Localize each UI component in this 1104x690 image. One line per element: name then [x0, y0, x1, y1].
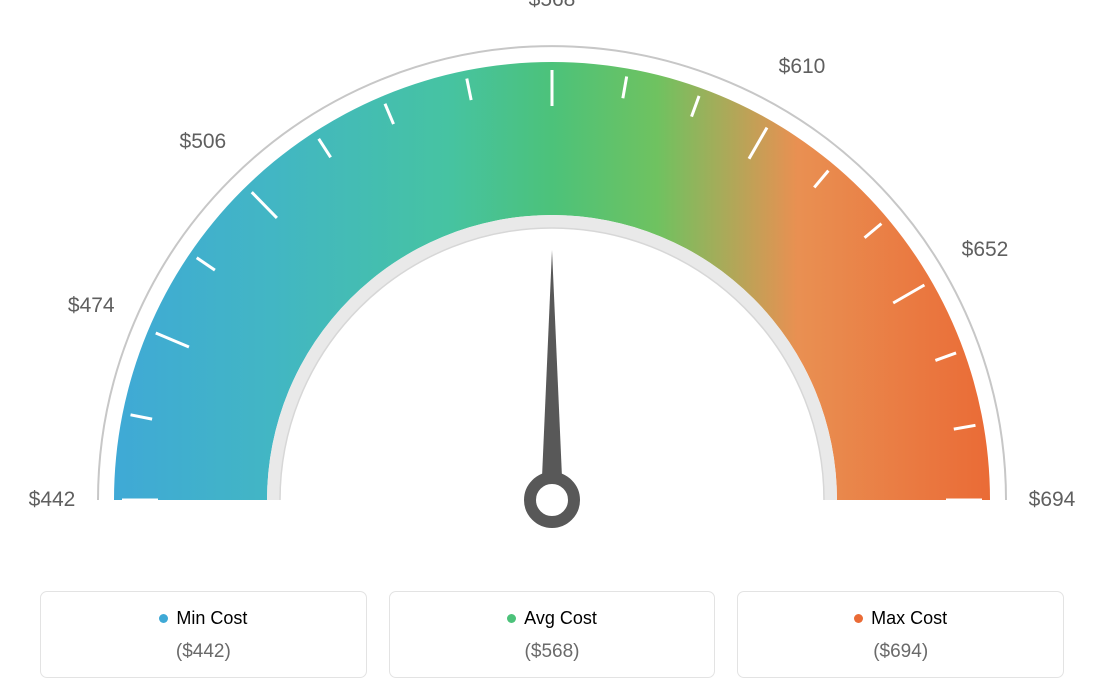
legend-value-avg: ($568) [400, 641, 705, 663]
legend-label-min-text: Min Cost [176, 608, 247, 629]
gauge-needle-hub [530, 478, 574, 522]
legend-label-avg-text: Avg Cost [524, 608, 597, 629]
gauge-tick-label: $506 [180, 130, 227, 154]
gauge-tick-label: $610 [779, 55, 826, 79]
legend-row: Min Cost ($442) Avg Cost ($568) Max Cost… [40, 591, 1064, 678]
legend-card-avg: Avg Cost ($568) [389, 591, 716, 678]
dot-icon-avg [507, 614, 516, 623]
gauge-tick-label: $568 [529, 0, 576, 12]
gauge-needle [541, 250, 563, 500]
legend-value-max: ($694) [748, 641, 1053, 663]
dot-icon-min [159, 614, 168, 623]
gauge-chart-container: $442 $474 $506 $568 $610 $652 $694 Min Cost ($… [0, 0, 1104, 690]
gauge-tick-label: $694 [1029, 488, 1076, 512]
gauge-area: $442 $474 $506 $568 $610 $652 $694 [0, 0, 1104, 570]
gauge-tick-label: $474 [68, 294, 115, 318]
legend-value-min: ($442) [51, 641, 356, 663]
dot-icon-max [854, 614, 863, 623]
legend-card-min: Min Cost ($442) [40, 591, 367, 678]
gauge-svg [0, 0, 1104, 570]
legend-label-max-text: Max Cost [871, 608, 947, 629]
legend-label-max: Max Cost [748, 608, 1053, 629]
legend-card-max: Max Cost ($694) [737, 591, 1064, 678]
legend-label-min: Min Cost [51, 608, 356, 629]
legend-label-avg: Avg Cost [400, 608, 705, 629]
gauge-tick-label: $652 [962, 238, 1009, 262]
gauge-tick-label: $442 [29, 488, 76, 512]
